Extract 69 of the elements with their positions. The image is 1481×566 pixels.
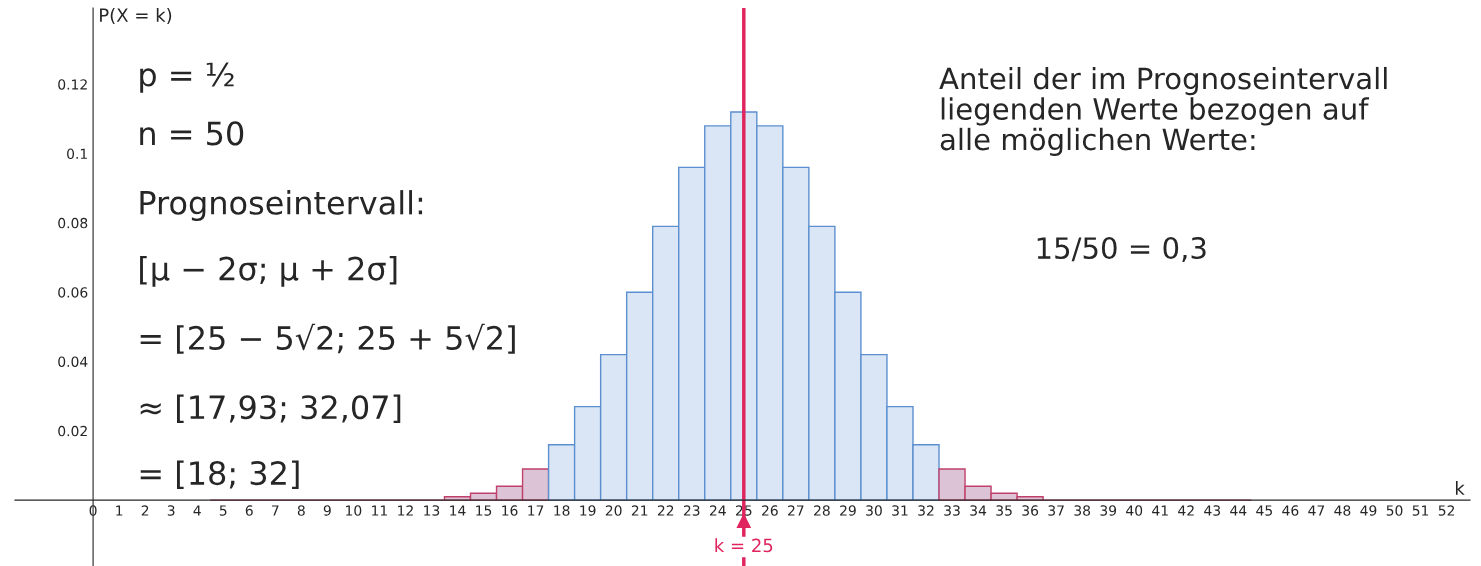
x-tick-label: 13 — [424, 505, 440, 516]
x-tick-label: 4 — [193, 505, 201, 516]
x-tick-label: 38 — [1074, 505, 1091, 516]
x-tick-label: 22 — [657, 505, 674, 516]
annotation: = [18; 32] — [140, 460, 299, 489]
x-tick-label: 28 — [814, 505, 830, 516]
x-tick-label: 5 — [219, 505, 227, 516]
x-tick-label: 17 — [528, 505, 544, 516]
x-tick-label: 8 — [297, 505, 305, 516]
ref-line-label: k = 25 — [715, 538, 773, 553]
annotation: Anteil der im Prognoseintervall liegenden Werte bezogen auf alle möglichen Werte: — [939, 66, 1387, 157]
x-tick-label: 3 — [167, 505, 175, 516]
y-tick-label: 0.04 — [58, 356, 88, 367]
x-tick-label: 1 — [116, 505, 123, 516]
y-axis-title: P(X = k) — [100, 8, 172, 25]
y-tick-label: 0.06 — [58, 287, 88, 298]
x-tick-label: 27 — [788, 505, 804, 516]
x-tick-label: 19 — [580, 505, 596, 516]
x-tick-label: 29 — [840, 505, 856, 516]
x-tick-label: 47 — [1308, 505, 1325, 516]
annotation: n = 50 — [140, 121, 244, 146]
x-tick-label: 36 — [1022, 505, 1039, 516]
x-tick-label: 48 — [1334, 505, 1351, 516]
x-tick-label: 12 — [398, 505, 413, 516]
x-tick-label: 21 — [631, 505, 648, 516]
x-tick-label: 35 — [996, 505, 1012, 516]
x-axis-title: k — [1455, 480, 1465, 495]
x-tick-label: 43 — [1204, 505, 1221, 516]
x-tick-label: 45 — [1256, 505, 1272, 516]
x-tick-label: 6 — [245, 505, 253, 516]
x-tick-label: 7 — [272, 505, 279, 516]
x-tick-label: 11 — [372, 505, 387, 516]
annotation: ≈ [17,93; 32,07] — [140, 394, 401, 424]
x-tick-label: 10 — [346, 505, 362, 516]
y-tick-label: 0.1 — [67, 148, 87, 160]
x-tick-label: 20 — [605, 505, 622, 516]
x-tick-label: 15 — [476, 505, 492, 516]
y-tick-label: 0.12 — [58, 79, 87, 90]
annotation: [μ − 2σ; μ + 2σ] — [140, 255, 397, 287]
annotation: 15/50 = 0,3 — [1037, 237, 1206, 263]
x-tick-label: 40 — [1126, 505, 1143, 516]
x-tick-label: 9 — [323, 505, 331, 516]
x-tick-label: 14 — [450, 505, 466, 516]
y-tick-label: 0.08 — [58, 217, 88, 229]
x-tick-label: 46 — [1282, 505, 1299, 516]
x-tick-label: 16 — [502, 505, 518, 516]
x-tick-label: 30 — [866, 505, 882, 516]
x-tick-label: 31 — [892, 505, 908, 516]
annotation: p = ½ — [140, 62, 234, 93]
annotation: Prognoseintervall: — [140, 190, 423, 222]
x-tick-label: 26 — [762, 505, 778, 516]
x-tick-label: 41 — [1152, 505, 1168, 516]
x-tick-label: 33 — [944, 505, 960, 516]
x-tick-label: 50 — [1386, 505, 1403, 516]
x-tick-label: 32 — [918, 505, 934, 516]
x-tick-label: 34 — [970, 505, 987, 516]
x-tick-label: 2 — [141, 505, 149, 516]
x-tick-label: 39 — [1100, 505, 1117, 516]
x-tick-label: 24 — [709, 505, 726, 516]
x-tick-label: 42 — [1178, 505, 1194, 516]
x-tick-label: 44 — [1230, 505, 1247, 516]
x-tick-label: 18 — [554, 505, 570, 516]
x-tick-label: 49 — [1360, 505, 1377, 516]
x-tick-label: 51 — [1412, 505, 1429, 516]
x-tick-label: 37 — [1048, 505, 1064, 516]
annotation: = [25 − 5√2; 25 + 5√2] — [140, 323, 515, 354]
y-tick-label: 0.02 — [58, 425, 87, 437]
x-tick-label: 23 — [683, 505, 700, 516]
x-tick-label: 52 — [1438, 505, 1455, 516]
